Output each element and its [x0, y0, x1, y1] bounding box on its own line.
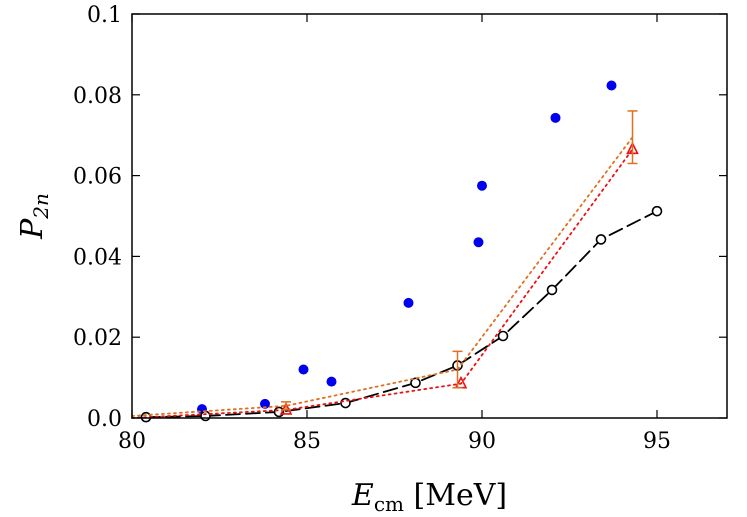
- y-axis-label: P2n: [15, 193, 53, 240]
- data-point: [477, 180, 487, 191]
- data-point: [403, 297, 414, 308]
- series-0: [197, 80, 617, 415]
- y-tick-label: 0.1: [87, 3, 122, 28]
- x-axis-label: Ecm [MeV]: [351, 478, 507, 516]
- data-point: [550, 112, 561, 123]
- x-tick-label: 95: [643, 429, 671, 454]
- data-point: [595, 234, 607, 245]
- data-point: [279, 402, 293, 415]
- data-point: [298, 364, 309, 375]
- data-point: [546, 284, 558, 296]
- plot-frame: [131, 13, 728, 419]
- y-tick-label: 0.06: [73, 165, 122, 190]
- series-line: [131, 148, 634, 419]
- data-point: [497, 330, 509, 342]
- series-line: [131, 136, 634, 417]
- data-point: [410, 377, 421, 389]
- x-tick-label: 90: [468, 429, 496, 454]
- data-point: [651, 205, 663, 217]
- series-3: [131, 110, 638, 417]
- series-line: [145, 210, 658, 419]
- data-point: [326, 376, 337, 387]
- y-tick-label: 0.0: [87, 407, 122, 432]
- data-point: [473, 237, 484, 248]
- y-tick-label: 0.04: [73, 245, 122, 270]
- data-point: [260, 398, 270, 409]
- y-tick-label: 0.02: [73, 326, 122, 351]
- y-tick-label: 0.08: [73, 84, 122, 109]
- x-tick-label: 80: [118, 429, 146, 454]
- series-1: [140, 205, 663, 423]
- data-point: [200, 410, 211, 422]
- x-tick-label: 85: [293, 429, 321, 454]
- data-point: [606, 80, 617, 91]
